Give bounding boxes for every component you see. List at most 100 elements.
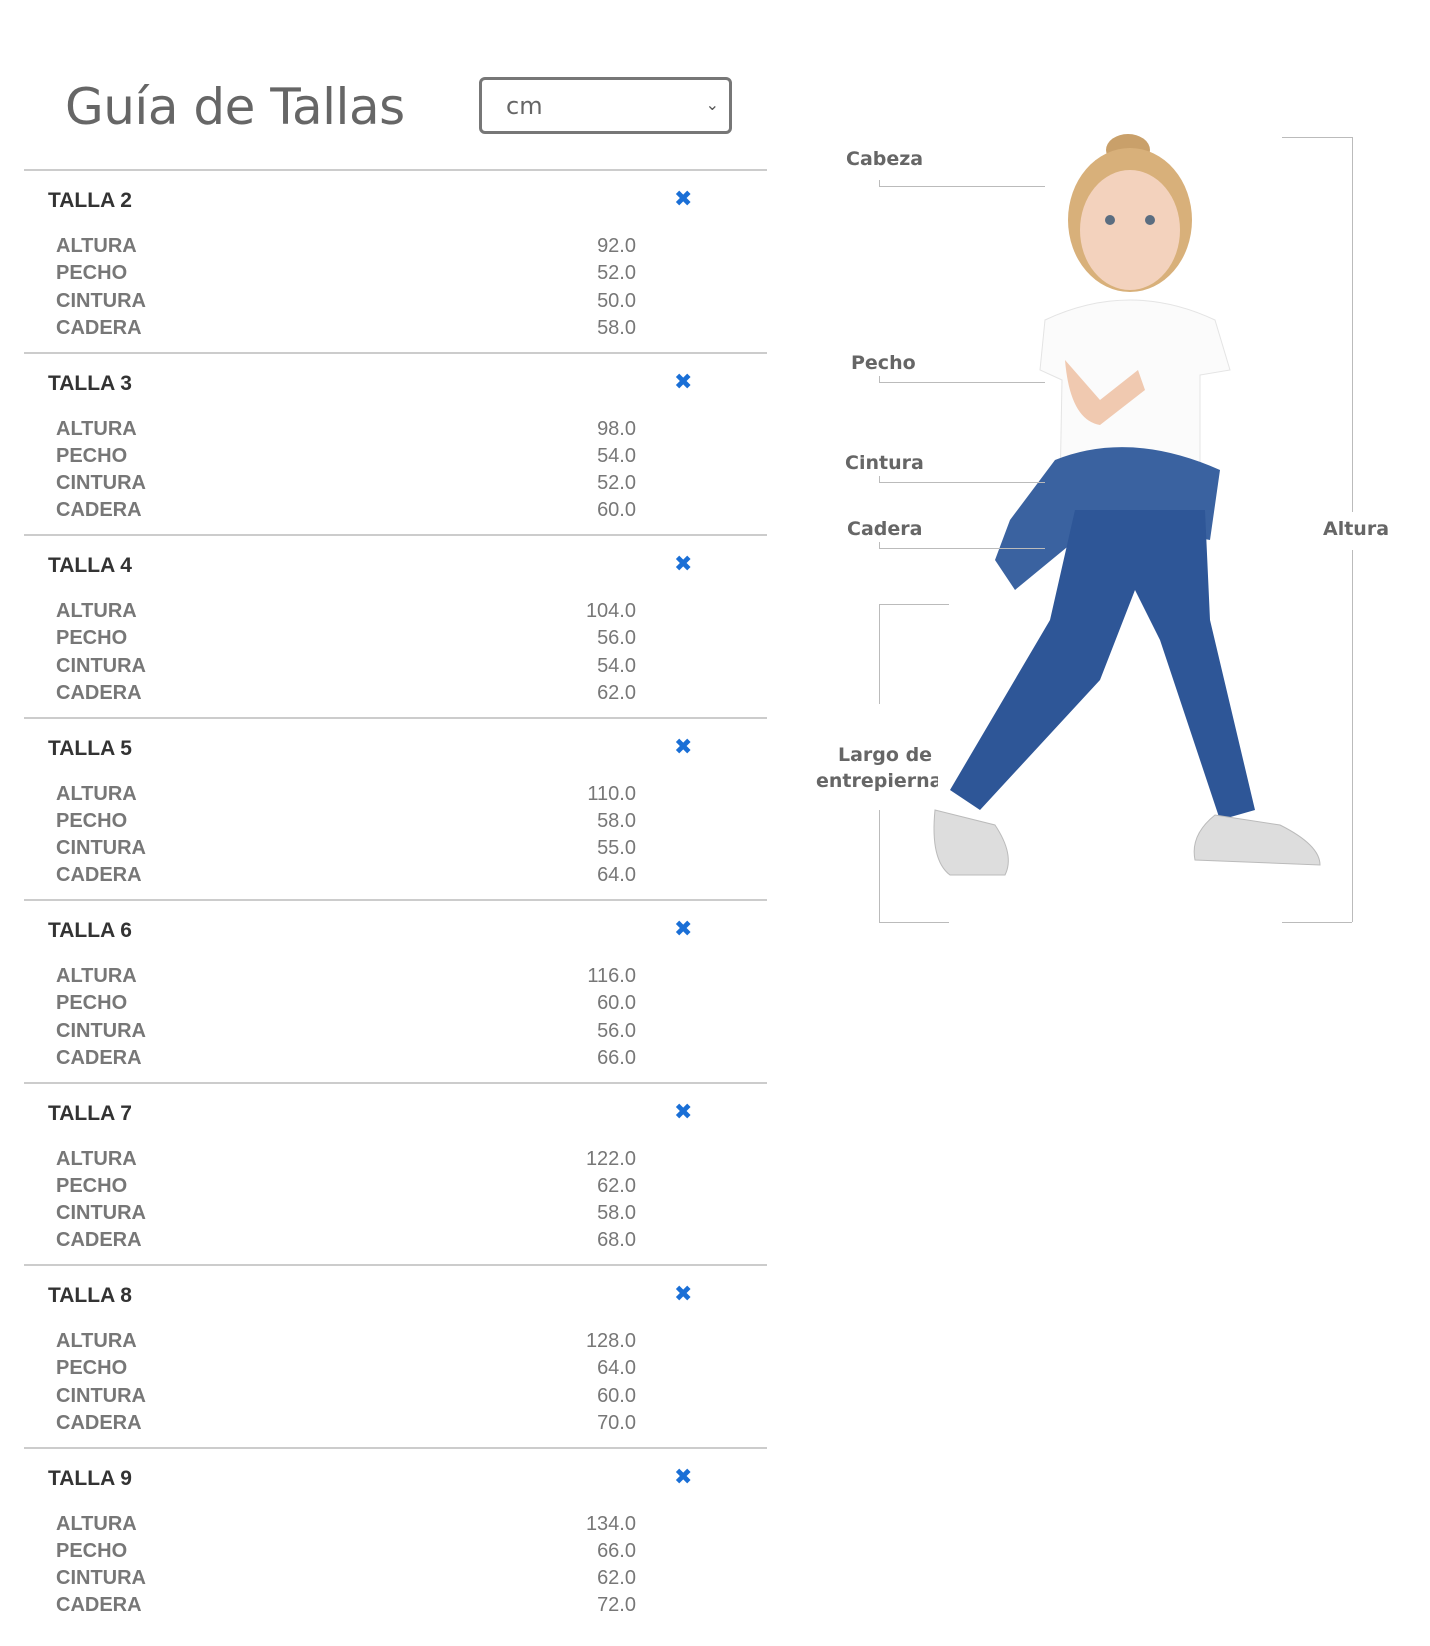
- measurement-name: PECHO: [56, 1357, 128, 1380]
- measurement-value: 66.0: [597, 1539, 636, 1562]
- measurement-name: CINTURA: [56, 1019, 146, 1042]
- size-heading: TALLA 8: [48, 1284, 132, 1307]
- measurement-name: ALTURA: [56, 965, 137, 987]
- close-icon[interactable]: ✖: [674, 187, 693, 212]
- size-heading: TALLA 5: [48, 736, 132, 760]
- measurement-value: 62.0: [597, 1567, 636, 1590]
- measurement-name: PECHO: [56, 627, 128, 650]
- size-section: TALLA 2 ✖ ALTURA 92.0 PECHO 52.0 CINTURA…: [24, 171, 767, 354]
- measurement-row: CINTURA 60.0: [56, 1385, 636, 1412]
- measurement-row: ALTURA 92.0: [56, 235, 636, 262]
- measurement-row: PECHO 62.0: [56, 1175, 636, 1202]
- measurement-value: 116.0: [587, 965, 636, 987]
- measurement-name: PECHO: [56, 992, 128, 1015]
- measurement-value: 55.0: [597, 837, 636, 860]
- measurement-value: 60.0: [597, 1384, 636, 1407]
- left-shoe: [933, 809, 1009, 876]
- measurement-name: CINTURA: [56, 1384, 146, 1407]
- measurement-name: CADERA: [56, 1411, 142, 1434]
- measurement-row: PECHO 60.0: [56, 992, 636, 1019]
- measurement-row: PECHO 52.0: [56, 262, 636, 289]
- label-cabeza: Cabeza: [846, 148, 924, 170]
- label-altura: Altura: [1323, 518, 1390, 540]
- measurement-name: CINTURA: [56, 1202, 146, 1225]
- measurement-figure: Cabeza Pecho Cintura Cadera Largo de ent…: [800, 120, 1430, 950]
- measurement-value: 58.0: [597, 316, 636, 339]
- right-shoe: [1193, 814, 1321, 866]
- measurement-value: 62.0: [597, 681, 636, 704]
- measurement-value: 128.0: [585, 1330, 636, 1352]
- measurement-name: CADERA: [56, 1594, 142, 1617]
- label-pecho: Pecho: [851, 352, 916, 374]
- measurement-name: ALTURA: [56, 782, 137, 805]
- close-icon[interactable]: ✖: [674, 1282, 693, 1307]
- measurement-value: 64.0: [597, 864, 636, 887]
- close-icon[interactable]: ✖: [674, 1464, 693, 1490]
- measurement-row: CINTURA 54.0: [56, 655, 636, 682]
- measurement-value: 92.0: [597, 235, 636, 257]
- size-section: TALLA 7 ✖ ALTURA 122.0 PECHO 62.0 CINTUR…: [24, 1084, 767, 1266]
- measurement-name: ALTURA: [56, 1147, 137, 1170]
- measurement-row: ALTURA 134.0: [56, 1513, 636, 1540]
- close-icon[interactable]: ✖: [674, 369, 693, 395]
- measurement-row: ALTURA 122.0: [56, 1148, 636, 1175]
- measurement-name: CINTURA: [56, 1567, 146, 1590]
- measurement-name: CINTURA: [56, 289, 146, 312]
- measurement-name: PECHO: [56, 262, 128, 285]
- size-heading: TALLA 3: [48, 371, 132, 395]
- measurement-value: 60.0: [597, 992, 636, 1015]
- measurement-name: ALTURA: [56, 235, 137, 257]
- label-cintura: Cintura: [845, 452, 924, 474]
- close-icon[interactable]: ✖: [674, 1099, 693, 1125]
- unit-select[interactable]: cm ⌄: [479, 77, 732, 134]
- close-icon[interactable]: ✖: [674, 734, 693, 760]
- measurement-value: 54.0: [597, 444, 636, 467]
- measurement-value: 62.0: [597, 1174, 636, 1197]
- label-largo-line1: Largo de: [838, 744, 933, 766]
- measurement-row: CINTURA 56.0: [56, 1020, 636, 1047]
- measurement-name: ALTURA: [56, 1512, 137, 1535]
- close-icon[interactable]: ✖: [674, 917, 693, 942]
- measurement-value: 122.0: [585, 1147, 636, 1170]
- size-section: TALLA 9 ✖ ALTURA 134.0 PECHO 66.0 CINTUR…: [24, 1449, 767, 1632]
- measurement-name: CINTURA: [56, 654, 146, 677]
- measurement-name: PECHO: [56, 809, 128, 832]
- measurement-value: 58.0: [597, 809, 636, 832]
- measurement-row: CADERA 66.0: [56, 1047, 636, 1074]
- measurement-row: CINTURA 52.0: [56, 472, 636, 499]
- close-icon[interactable]: ✖: [674, 552, 693, 577]
- measurement-value: 56.0: [597, 627, 636, 650]
- jeans: [950, 510, 1255, 820]
- size-section: TALLA 3 ✖ ALTURA 98.0 PECHO 54.0 CINTURA…: [24, 354, 767, 536]
- size-heading: TALLA 7: [48, 1101, 132, 1125]
- measurement-value: 50.0: [597, 289, 636, 312]
- size-section: TALLA 8 ✖ ALTURA 128.0 PECHO 64.0 CINTUR…: [24, 1266, 767, 1449]
- measurement-row: PECHO 54.0: [56, 445, 636, 472]
- measurement-row: CINTURA 50.0: [56, 290, 636, 317]
- measurement-name: CINTURA: [56, 472, 146, 495]
- page-title: Guía de Tallas: [65, 78, 405, 136]
- size-heading: TALLA 4: [48, 554, 132, 577]
- size-heading: TALLA 9: [48, 1466, 132, 1490]
- measurement-value: 60.0: [597, 499, 636, 522]
- measurement-name: ALTURA: [56, 417, 137, 440]
- label-cadera: Cadera: [847, 518, 923, 540]
- measurement-row: CADERA 70.0: [56, 1412, 636, 1439]
- size-heading: TALLA 2: [48, 189, 132, 212]
- measurement-row: CADERA 58.0: [56, 317, 636, 344]
- measurement-name: ALTURA: [56, 600, 137, 622]
- measurement-row: ALTURA 128.0: [56, 1330, 636, 1357]
- measurement-row: PECHO 66.0: [56, 1540, 636, 1567]
- face: [1080, 170, 1180, 290]
- measurement-value: 110.0: [587, 782, 636, 805]
- measurement-row: CINTURA 62.0: [56, 1567, 636, 1594]
- label-largo-line2: entrepiernas: [816, 770, 938, 792]
- measurement-row: PECHO 64.0: [56, 1357, 636, 1384]
- measurement-row: CADERA 62.0: [56, 682, 636, 709]
- measurement-name: CADERA: [56, 864, 142, 887]
- measurement-value: 52.0: [597, 262, 636, 285]
- size-list: TALLA 2 ✖ ALTURA 92.0 PECHO 52.0 CINTURA…: [24, 169, 767, 1631]
- measurement-name: CINTURA: [56, 837, 146, 860]
- size-heading: TALLA 6: [48, 919, 132, 942]
- measurement-row: CINTURA 55.0: [56, 837, 636, 864]
